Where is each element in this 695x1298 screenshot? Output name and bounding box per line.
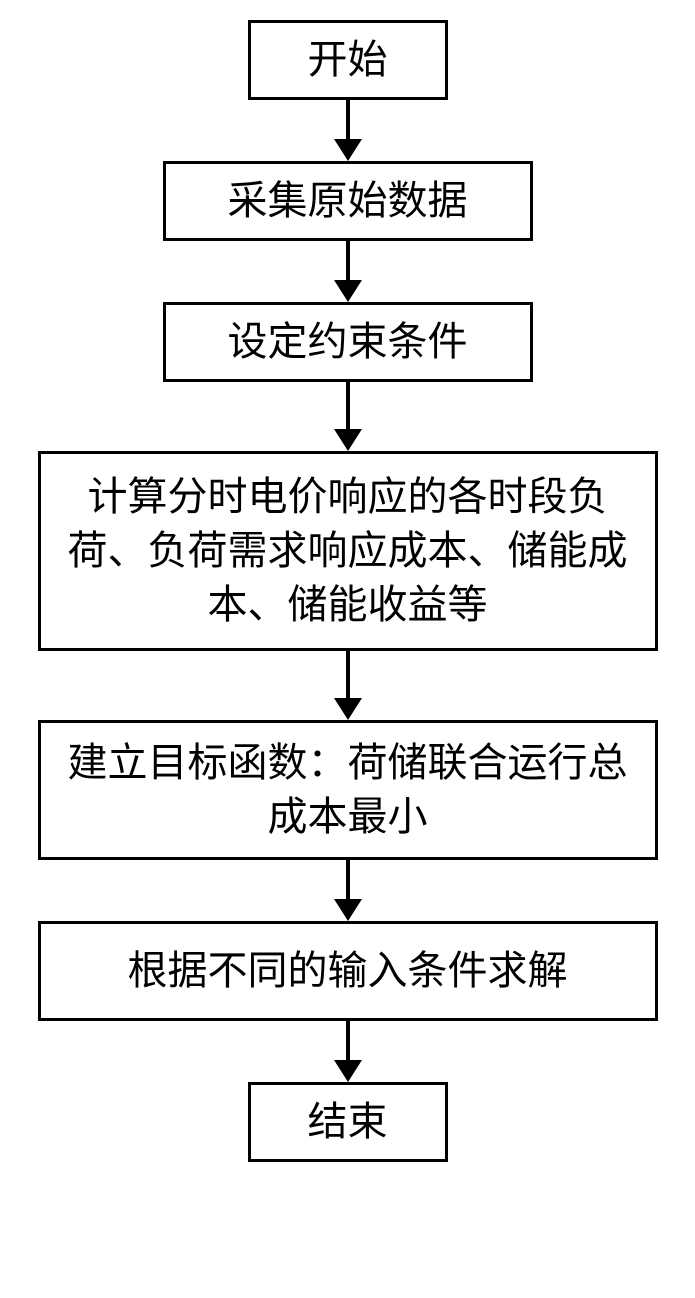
flowchart-container: 开始 采集原始数据 设定约束条件 计算分时电价响应的各时段负荷、负荷需求响应成本… [0, 0, 695, 1298]
flow-node-start: 开始 [248, 20, 448, 100]
flow-arrow [334, 1021, 362, 1082]
flow-arrow [334, 651, 362, 720]
flow-node-label: 开始 [308, 33, 388, 87]
arrow-head-icon [334, 429, 362, 451]
arrow-shaft [346, 241, 350, 281]
flow-node-solve: 根据不同的输入条件求解 [38, 921, 658, 1021]
flow-node-calc-costs: 计算分时电价响应的各时段负荷、负荷需求响应成本、储能成本、储能收益等 [38, 451, 658, 651]
flow-node-label: 结束 [308, 1095, 388, 1149]
flow-node-end: 结束 [248, 1082, 448, 1162]
arrow-head-icon [334, 1060, 362, 1082]
flow-arrow [334, 241, 362, 302]
flow-node-label: 设定约束条件 [228, 315, 468, 369]
arrow-head-icon [334, 139, 362, 161]
arrow-shaft [346, 651, 350, 699]
arrow-shaft [346, 100, 350, 140]
flow-node-label: 计算分时电价响应的各时段负荷、负荷需求响应成本、储能成本、储能收益等 [61, 470, 635, 632]
arrow-head-icon [334, 280, 362, 302]
flow-node-label: 根据不同的输入条件求解 [128, 944, 568, 998]
flow-arrow [334, 860, 362, 921]
arrow-shaft [346, 1021, 350, 1061]
arrow-head-icon [334, 698, 362, 720]
flow-node-label: 采集原始数据 [228, 174, 468, 228]
arrow-shaft [346, 382, 350, 430]
flow-node-label: 建立目标函数：荷储联合运行总成本最小 [61, 736, 635, 844]
flow-arrow [334, 100, 362, 161]
flow-node-collect-data: 采集原始数据 [163, 161, 533, 241]
flow-node-set-constraints: 设定约束条件 [163, 302, 533, 382]
flow-arrow [334, 382, 362, 451]
arrow-head-icon [334, 899, 362, 921]
flow-node-objective-fn: 建立目标函数：荷储联合运行总成本最小 [38, 720, 658, 860]
arrow-shaft [346, 860, 350, 900]
